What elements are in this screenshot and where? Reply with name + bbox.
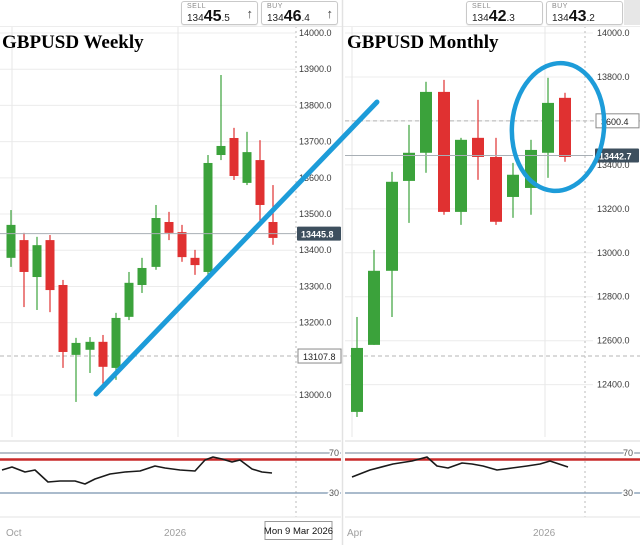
price-tick-label: 13200.0 [597,204,630,214]
price-tick-label: 13900.0 [299,64,332,74]
quote-pair-monthly: SELL 13442.3 BUY 13443.2 [466,1,623,25]
rsi-indicator-line [1,456,273,485]
candle-up [6,224,16,258]
candle-up [455,139,467,212]
sell-label: SELL [472,3,492,10]
level-label-text: 3600.4 [601,117,629,127]
candle-down [472,137,484,157]
candle-up [124,282,134,317]
buy-price: 13446.4 [267,8,310,25]
price-tick-label: 12800.0 [597,292,630,302]
quote-pair-weekly: SELL 13445.5 ↑ BUY 13446.4 ↑ [181,1,338,25]
price-tick-label: 13200.0 [299,318,332,328]
price-tick-label: 13800.0 [299,100,332,110]
candle-up [32,245,42,278]
ellipse-annotation [509,60,607,194]
sell-price: 13445.5 [187,8,230,25]
current-price-badge [595,148,639,163]
candle-up [85,341,95,350]
price-tick-label: 12400.0 [597,380,630,390]
candle-up [507,174,519,197]
current-price-badge [297,226,341,241]
level-label-text: 13107.8 [303,352,336,362]
price-tick-label: 13400.0 [299,245,332,255]
x-axis-label: Apr [347,528,363,539]
current-date-box [264,521,333,540]
price-tick-label: 13000.0 [299,390,332,400]
candle-up [216,145,226,156]
x-axis-label: 2026 [164,528,187,539]
buy-label: BUY [267,3,283,10]
price-up-arrow-icon: ↑ [326,6,334,21]
candle-up [542,102,554,153]
rsi-70-label: 70 [329,448,339,458]
current-date-box-label: Mon 9 Mar 2026 [264,526,333,537]
candle-down [177,232,187,258]
price-tick-label: 13600.0 [299,173,332,183]
candle-up [368,270,380,345]
buy-button-monthly[interactable]: BUY 13443.2 [546,1,623,25]
monthly-chart-panel[interactable]: 14000.0 13800.0 13400.0 13200.0 13000.0 12800… [345,26,640,539]
buy-label: BUY [552,3,568,10]
price-tick-label: 14000.0 [597,28,630,38]
candle-down [490,156,502,222]
candle-up [71,342,81,355]
candle-down [98,341,108,367]
sell-price: 13442.3 [472,8,515,25]
candle-down [45,240,55,291]
sell-button-monthly[interactable]: SELL 13442.3 [466,1,543,25]
trendline-annotation [93,99,380,397]
candle-down [255,160,265,205]
header-corner-panel [624,0,640,25]
candle-down [438,91,450,212]
chart-title-monthly: GBPUSD Monthly [347,32,499,53]
candle-up [242,152,252,183]
price-tick-label: 13800.0 [597,72,630,82]
current-price-badge-label: 13445.8 [301,230,334,240]
price-tick-label: 13400.0 [597,160,630,170]
candle-down [58,284,68,352]
level-label-box [297,348,342,364]
candle-up [203,162,213,272]
quote-header: SELL 13445.5 ↑ BUY 13446.4 ↑ SELL 13442.… [0,0,640,26]
candle-down [164,221,174,233]
candle-up [386,181,398,271]
weekly-chart-panel[interactable]: 14000.0 13900.0 13800.0 13700.0 13600.0 13500… [0,26,640,540]
sell-button-weekly[interactable]: SELL 13445.5 ↑ [181,1,258,25]
price-up-arrow-icon: ↑ [246,6,254,21]
rsi-30-label: 30 [623,488,633,498]
sell-label: SELL [187,3,207,10]
candle-up [137,267,147,285]
price-tick-label: 14000.0 [299,28,332,38]
chart-title-weekly: GBPUSD Weekly [2,32,144,53]
rsi-70-label: 70 [623,448,633,458]
price-tick-label: 13000.0 [597,248,630,258]
candle-up [151,218,161,267]
rsi-indicator-line [351,456,569,478]
candle-down [559,97,571,157]
level-label-box [595,113,640,129]
price-tick-label: 13300.0 [299,281,332,291]
price-tick-label: 12600.0 [597,336,630,346]
current-price-badge-label: 13442.7 [599,151,632,161]
rsi-30-label: 30 [329,488,339,498]
candle-down [229,137,239,177]
candle-down [190,257,200,266]
x-axis-label: 2026 [533,528,556,539]
candle-up [351,347,363,412]
candle-up [403,152,415,181]
price-tick-label: 13500.0 [299,209,332,219]
candle-up [111,317,121,368]
price-tick-label: 13700.0 [299,137,332,147]
candle-up [420,91,432,153]
buy-price: 13443.2 [552,8,595,25]
candle-down [268,221,278,238]
x-axis-label: Oct [6,528,22,539]
buy-button-weekly[interactable]: BUY 13446.4 ↑ [261,1,338,25]
candle-down [19,240,29,272]
